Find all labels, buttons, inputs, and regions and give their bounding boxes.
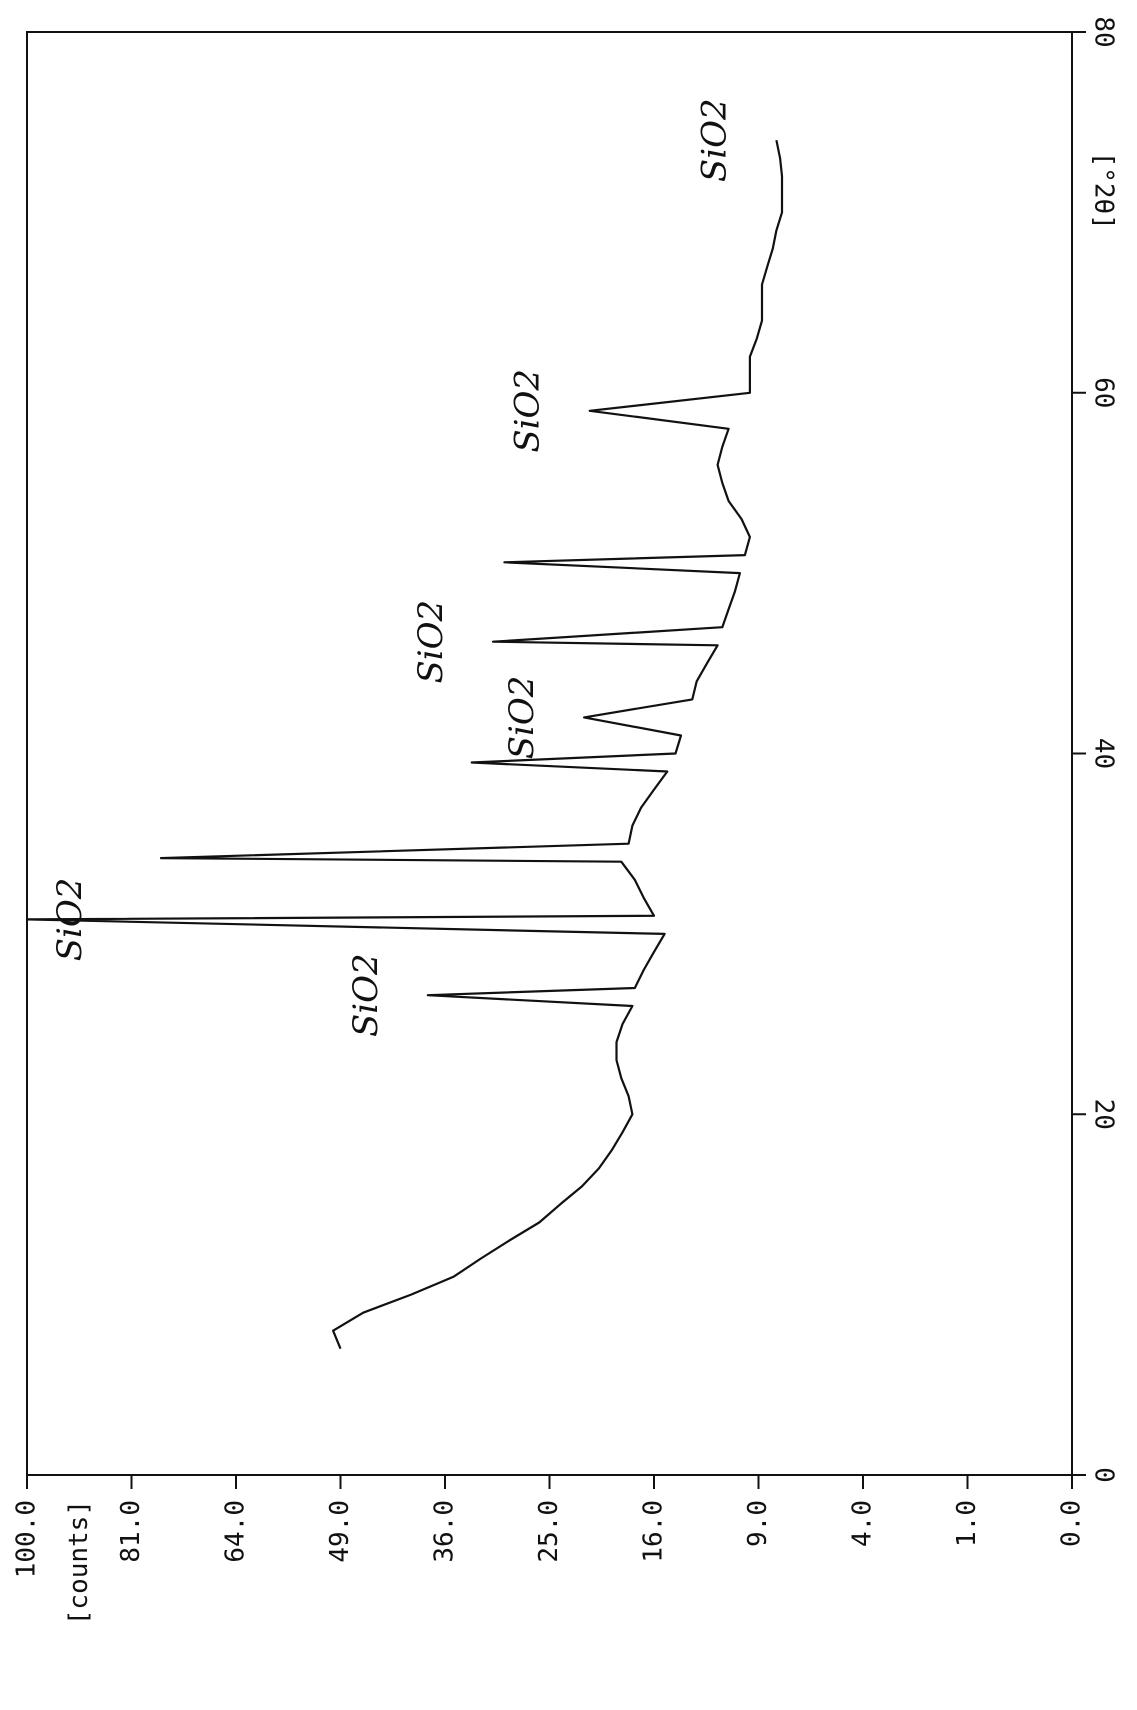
x-tick-label: 0: [1089, 1467, 1119, 1483]
peak-annotation: SiO2: [502, 676, 542, 760]
peak-annotation: SiO2: [50, 878, 90, 962]
x-axis-label: [°2θ]: [1089, 152, 1119, 230]
peak-annotation: SiO2: [694, 98, 734, 182]
peak-annotation: SiO2: [411, 600, 451, 684]
y-tick-label: 81.0: [116, 1500, 146, 1563]
x-tick-label: 20: [1089, 1099, 1119, 1130]
y-tick-label: 9.0: [743, 1500, 773, 1547]
peak-annotation: SiO2: [346, 953, 386, 1037]
y-tick-label: 36.0: [430, 1500, 460, 1563]
x-tick-label: 60: [1089, 377, 1119, 408]
pattern-line: [25, 139, 784, 1350]
y-tick-label: 49.0: [325, 1500, 355, 1563]
y-tick-label: 4.0: [848, 1500, 878, 1547]
peak-annotation: SiO2: [508, 369, 548, 453]
y-tick-label: 100.0: [12, 1500, 42, 1578]
x-tick-label: 40: [1089, 738, 1119, 769]
y-tick-label: 25.0: [534, 1500, 564, 1563]
y-tick-label: 0.0: [1057, 1500, 1087, 1547]
y-tick-label: 16.0: [639, 1500, 669, 1563]
y-axis-label: [counts]: [64, 1500, 94, 1625]
x-tick-label: 80: [1089, 16, 1119, 47]
y-tick-label: 64.0: [221, 1500, 251, 1563]
plot-frame: [26, 31, 1073, 1476]
y-tick-label: 1.0: [952, 1500, 982, 1547]
